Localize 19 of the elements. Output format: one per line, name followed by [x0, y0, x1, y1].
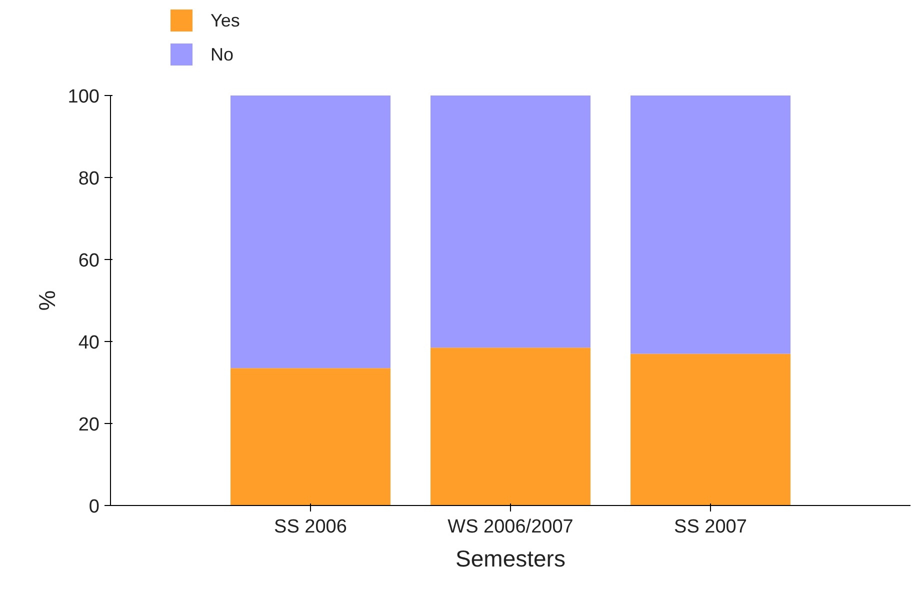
bar	[630, 96, 790, 354]
bar	[230, 96, 390, 368]
y-tick-label: 40	[78, 332, 100, 354]
x-tick-label: SS 2007	[674, 516, 747, 538]
y-tick-label: 0	[88, 496, 100, 518]
bar	[430, 348, 590, 506]
y-tick-label: 80	[78, 168, 100, 190]
legend-label: Yes	[210, 10, 240, 30]
bar	[430, 96, 590, 348]
y-axis-title: %	[34, 290, 60, 311]
y-tick-label: 100	[68, 86, 100, 108]
x-tick-label: WS 2006/2007	[448, 516, 574, 538]
y-tick-label: 20	[78, 414, 100, 436]
x-tick-label: SS 2006	[274, 516, 347, 538]
x-axis-title: Semesters	[456, 546, 566, 572]
bar	[230, 368, 390, 506]
y-tick-label: 60	[78, 250, 100, 272]
bar	[630, 354, 790, 506]
legend-label: No	[210, 44, 234, 64]
